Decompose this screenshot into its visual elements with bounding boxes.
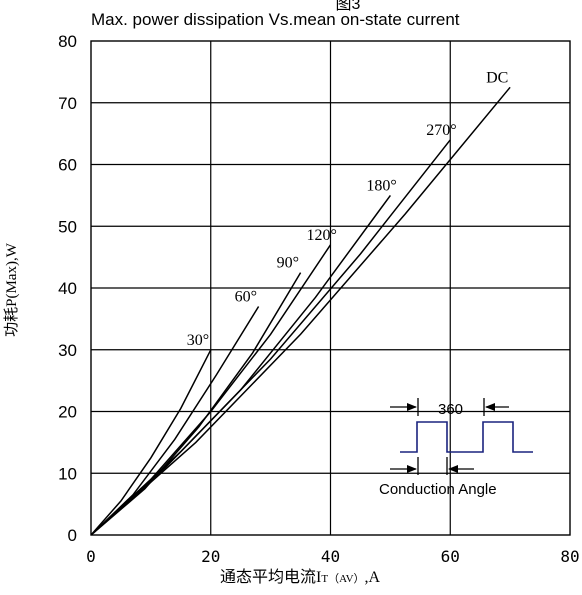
series-line-0 [90, 349, 212, 536]
x-axis-title-main: 通态平均电流I [220, 568, 321, 586]
y-tick-label: 10 [58, 464, 77, 483]
x-tick-label: 80 [560, 547, 579, 566]
y-tick-label: 60 [58, 156, 77, 175]
chart-title-fragment: 图3 [336, 0, 361, 13]
series-line-1 [90, 306, 260, 536]
x-tick-label: 60 [441, 547, 460, 566]
period-arrowhead-right [485, 403, 495, 411]
series-line-2 [90, 272, 302, 536]
series-line-4 [90, 194, 392, 536]
y-axis-title: 功耗P(Max),W [3, 242, 20, 337]
series-label-1: 60° [235, 289, 257, 306]
x-tick-label: 0 [86, 547, 96, 566]
y-tick-label: 20 [58, 403, 77, 422]
series-label-3: 120° [307, 227, 337, 244]
series-line-6 [90, 86, 511, 536]
series-label-0: 30° [187, 332, 209, 349]
series-label-2: 90° [277, 255, 299, 272]
axis-layer: 0 10 20 30 40 50 60 70 80 0 20 40 60 80 [58, 32, 580, 566]
series-layer [90, 86, 511, 536]
x-tick-label: 40 [321, 547, 340, 566]
x-tick-label: 20 [201, 547, 220, 566]
y-tick-label: 40 [58, 279, 77, 298]
x-axis-title: 通态平均电流IT（AV）,A [220, 568, 381, 586]
series-label-5: 270° [426, 122, 456, 139]
plot-frame [90, 40, 571, 536]
period-arrowhead-left [407, 403, 417, 411]
series-label-6: DC [486, 69, 508, 86]
conduction-angle-label: Conduction Angle [379, 481, 497, 498]
y-tick-label: 80 [58, 32, 77, 51]
chart-title: Max. power dissipation Vs.mean on-state … [91, 10, 460, 29]
conduction-arrowhead-left [407, 465, 417, 473]
series-label-layer: 30° 60° 90° 120° 180° 270° DC [187, 69, 509, 348]
conduction-waveform [400, 421, 533, 453]
conduction-angle-inset: 360 Conduction Angle [379, 398, 533, 498]
conduction-arrowhead-right [448, 465, 458, 473]
y-tick-label: 50 [58, 217, 77, 236]
series-line-5 [90, 139, 451, 536]
x-axis-title-sub: T（AV） [321, 572, 364, 585]
y-tick-label: 70 [58, 94, 77, 113]
period-label: 360 [438, 401, 463, 418]
series-label-4: 180° [366, 177, 396, 194]
y-tick-label: 0 [68, 526, 77, 545]
x-axis-title-unit: ,A [365, 569, 381, 586]
y-tick-label: 30 [58, 341, 77, 360]
